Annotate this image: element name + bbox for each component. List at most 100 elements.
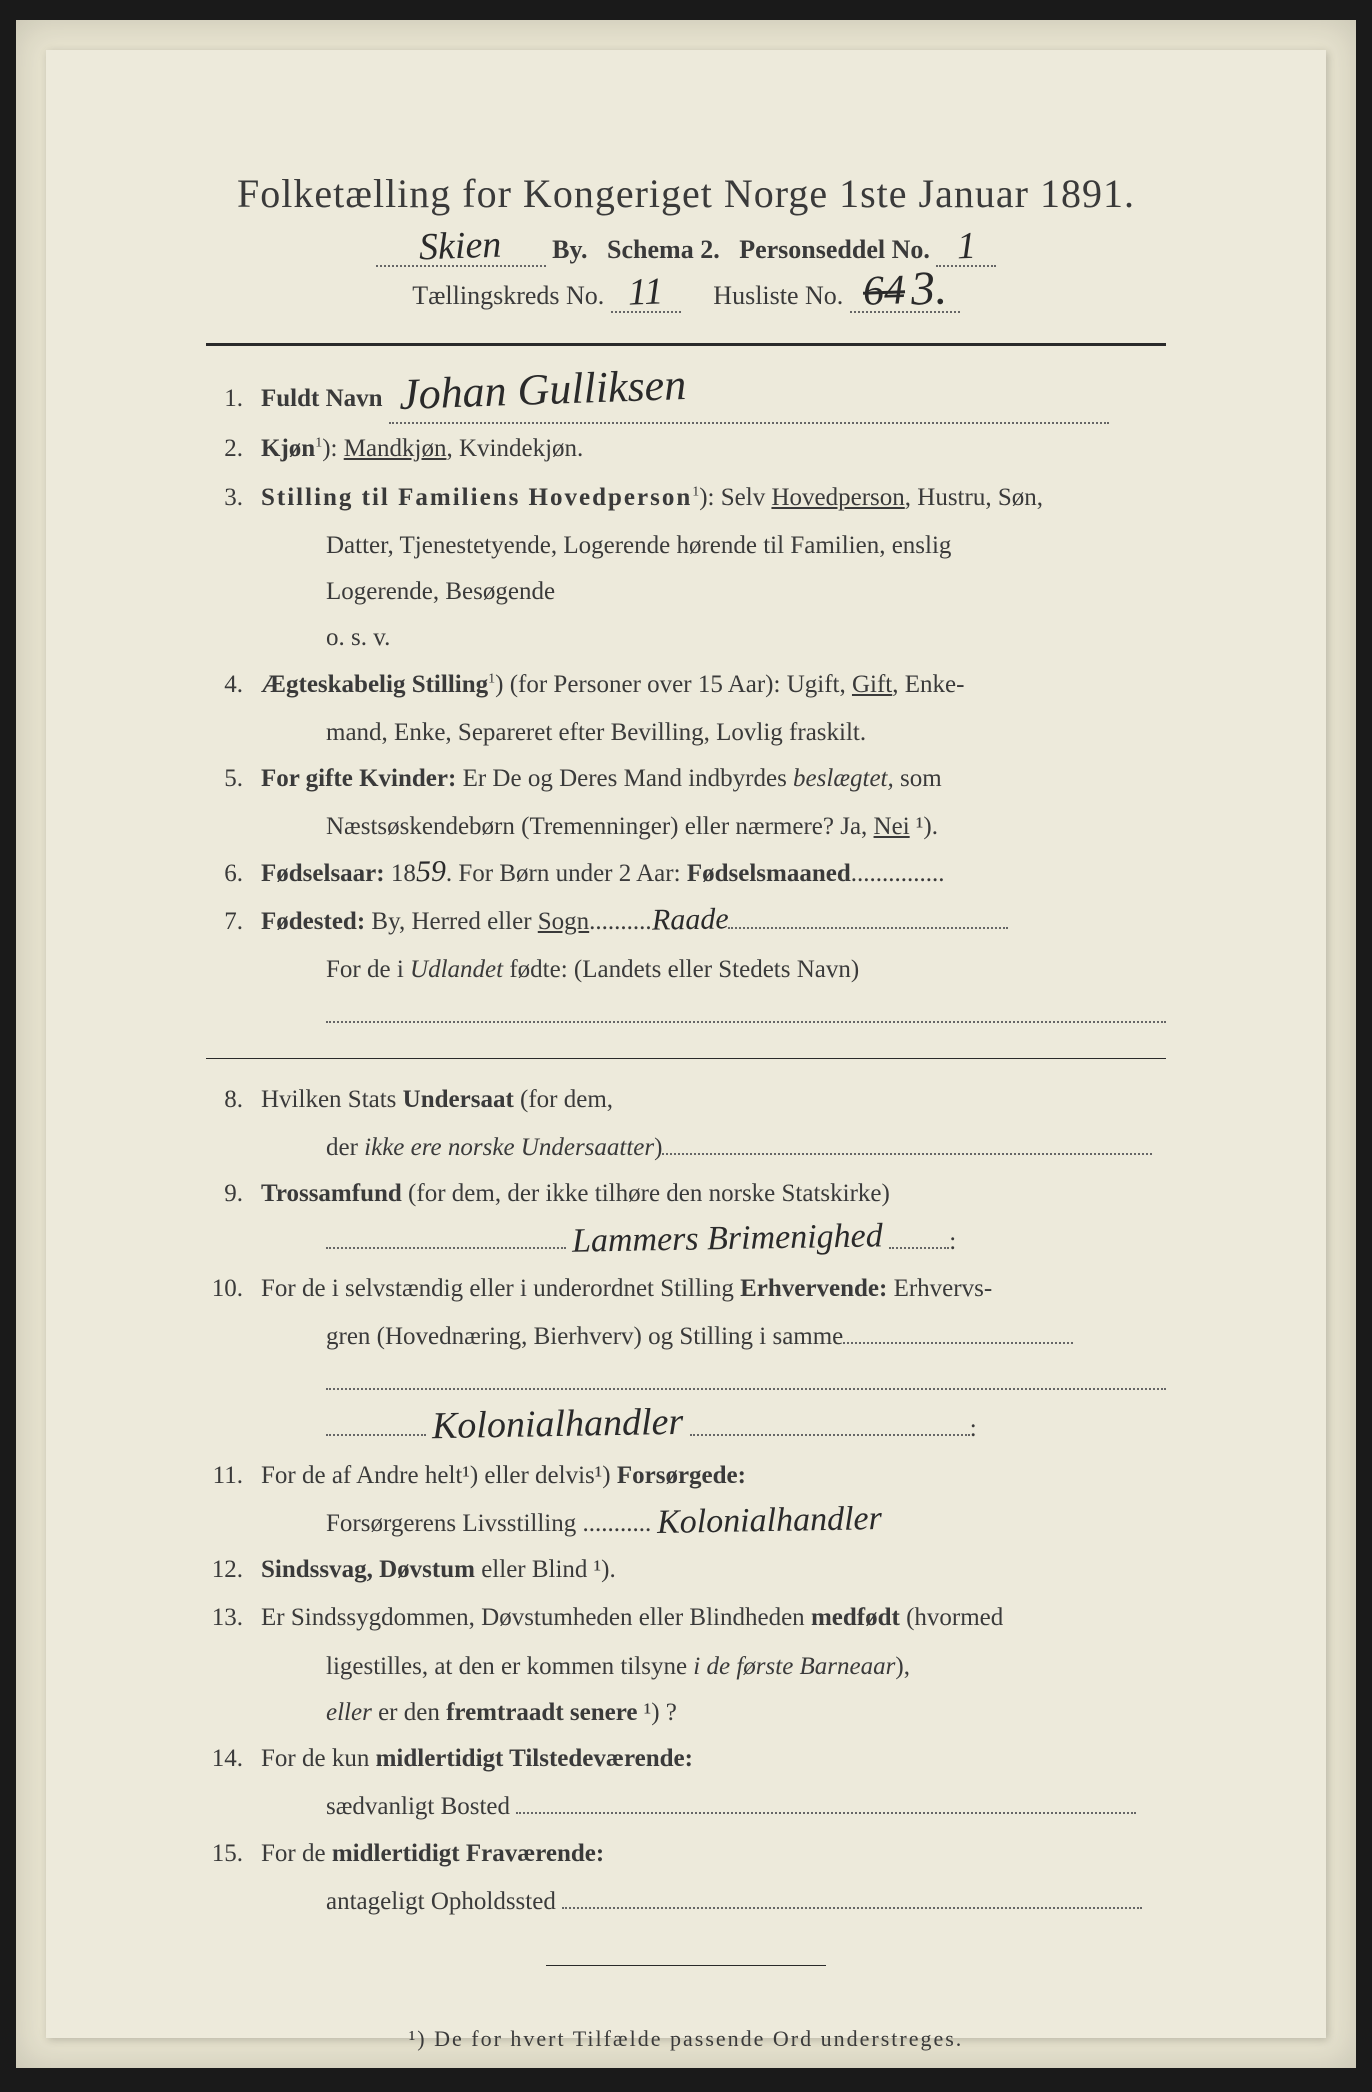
cont-13-1: ligestilles, at den er kommen tilsyne i … (326, 1644, 1166, 1690)
txt-10: For de i selvstændig eller i underordnet… (261, 1266, 1166, 1312)
txt-1: Fuldt Navn Johan Gulliksen (261, 376, 1166, 424)
label-fravaerende: midlertidigt Fraværende: (332, 1840, 604, 1867)
cont-10-1a: gren (Hovednæring, Bierhverv) og Stillin… (326, 1323, 843, 1350)
rest-10b: Erhvervs- (887, 1275, 992, 1302)
num-11: 11. (206, 1453, 261, 1499)
rest-8b: (for dem, (514, 1086, 613, 1113)
fodested-line (728, 927, 1008, 929)
taellingskreds-hand: 11 (628, 280, 664, 304)
rest-6: 18 (385, 860, 416, 887)
blank-line-7 (326, 1021, 1166, 1023)
item-1: 1. Fuldt Navn Johan Gulliksen (206, 376, 1166, 424)
name-field: Johan Gulliksen (389, 376, 1109, 424)
num-13: 13. (206, 1595, 261, 1641)
num-9: 9. (206, 1171, 261, 1217)
name-handwritten: Johan Gulliksen (398, 372, 686, 408)
blank-line-10b (326, 1388, 1166, 1390)
husliste-field: 64 3. (850, 275, 960, 313)
txt-4: Ægteskabelig Stilling1) (for Personer ov… (261, 662, 1166, 708)
cont-8-1a: der (326, 1134, 364, 1161)
cont-10-1: gren (Hovednæring, Bierhverv) og Stillin… (326, 1314, 1166, 1360)
blank-line-9b (889, 1247, 949, 1249)
ital-udlandet: Udlandet (410, 956, 503, 983)
rest-10: For de i selvstændig eller i underordnet… (261, 1275, 740, 1302)
blank-line-10c (326, 1434, 426, 1436)
cont-15-1a: antageligt Opholdssted (326, 1888, 556, 1915)
rest-7: By, Herred eller (365, 908, 538, 935)
item-14: 14. For de kun midlertidigt Tilstedevære… (206, 1736, 1166, 1782)
divider-mid (206, 1058, 1166, 1059)
cont-5-1a: Næstsøskendebørn (Tremenninger) eller næ… (326, 813, 874, 840)
cont-7-1a: For de i (326, 956, 410, 983)
taellingskreds-field: 11 (611, 281, 681, 313)
blank-line-10d (690, 1434, 970, 1436)
item-11: 11. For de af Andre helt¹) eller delvis¹… (206, 1453, 1166, 1499)
item-9: 9. Trossamfund (for dem, der ikke tilhør… (206, 1171, 1166, 1217)
rest-4b: , Enke- (892, 671, 964, 698)
cont-15-1: antageligt Opholdssted (326, 1879, 1166, 1925)
txt-6: Fødselsaar: 1859. For Børn under 2 Aar: … (261, 851, 1166, 897)
blank-line-9a (326, 1247, 566, 1249)
cont-3-1: Datter, Tjenestetyende, Logerende hørend… (326, 523, 1166, 569)
cont-13-1b: ), (895, 1653, 910, 1680)
txt-12: Sindssvag, Døvstum eller Blind ¹). (261, 1547, 1166, 1593)
rest-11: For de af Andre helt¹) eller delvis¹) (261, 1462, 617, 1489)
rest-13: Er Sindssygdommen, Døvstumheden eller Bl… (261, 1604, 811, 1631)
cont-8-1: der ikke ere norske Undersaatter) (326, 1125, 1166, 1171)
num-14: 14. (206, 1736, 261, 1782)
ital-13b: eller (326, 1699, 372, 1726)
rest-3: ): Selv (699, 484, 771, 511)
label-forsorgede: Forsørgede: (617, 1462, 746, 1489)
label-gifte-kvinder: For gifte Kvinder: (261, 765, 456, 792)
und-sogn: Sogn (538, 908, 589, 935)
txt-3: Stilling til Familiens Hovedperson1): Se… (261, 475, 1166, 521)
blank-line-15 (562, 1907, 1142, 1909)
item-8: 8. Hvilken Stats Undersaat (for dem, (206, 1077, 1166, 1123)
item-13: 13. Er Sindssygdommen, Døvstumheden elle… (206, 1595, 1166, 1641)
taellingskreds-label: Tællingskreds No. (412, 281, 604, 310)
num-10: 10. (206, 1266, 261, 1312)
dots-6: ............... (851, 860, 945, 887)
schema-label: Schema 2. (607, 235, 720, 264)
header-row-1: Skien By. Schema 2. Personseddel No. 1 (206, 235, 1166, 267)
blank-line-8 (662, 1153, 1152, 1155)
txt-14: For de kun midlertidigt Tilstedeværende: (261, 1736, 1166, 1782)
forsorger-hand: Kolonialhandler (657, 1510, 882, 1531)
fodested-hand: Raade (652, 911, 729, 927)
opt-mandkjon: Mandkjøn (344, 435, 447, 462)
personseddel-label: Personseddel No. (739, 235, 930, 264)
num-6: 6. (206, 851, 261, 897)
txt-2: Kjøn1): Mandkjøn, Kvindekjøn. (261, 426, 1166, 472)
rest-4: ) (for Personer over 15 Aar): Ugift, (495, 671, 852, 698)
txt-5: For gifte Kvinder: Er De og Deres Mand i… (261, 756, 1166, 802)
cont-13-2: eller er den fremtraadt senere ¹) ? (326, 1690, 1166, 1736)
cont-4-1: mand, Enke, Separeret efter Bevilling, L… (326, 710, 1166, 756)
num-3: 3. (206, 475, 261, 521)
footnote: ¹) De for hvert Tilfælde passende Ord un… (206, 2026, 1166, 2052)
personseddel-hand: 1 (956, 235, 976, 258)
year-hand: 59 (416, 863, 446, 879)
label-undersaat: Undersaat (403, 1086, 514, 1113)
item-15: 15. For de midlertidigt Fraværende: (206, 1831, 1166, 1877)
num-15: 15. (206, 1831, 261, 1877)
rest-8: Hvilken Stats (261, 1086, 403, 1113)
cont-5-1b: ¹). (910, 813, 938, 840)
erhverv-hand: Kolonialhandler (432, 1413, 684, 1436)
label-fodselsaar: Fødselsaar: (261, 860, 385, 887)
opt-nei: Nei (874, 813, 910, 840)
ital-13: i de første Barneaar (693, 1653, 895, 1680)
bold-fremtraadt: fremtraadt senere (446, 1699, 637, 1726)
txt-7: Fødested: By, Herred eller Sogn.........… (261, 899, 1166, 945)
txt-11: For de af Andre helt¹) eller delvis¹) Fo… (261, 1453, 1166, 1499)
cont-13-2b: ¹) ? (637, 1699, 676, 1726)
rest-15: For de (261, 1840, 332, 1867)
cont-14-1a: sædvanligt Bosted (326, 1793, 510, 1820)
cont-3-2: Logerende, Besøgende (326, 569, 1166, 615)
label-kjon: Kjøn (261, 435, 315, 462)
husliste-label: Husliste No. (713, 281, 843, 310)
cont-7-1: For de i Udlandet fødte: (Landets eller … (326, 947, 1166, 993)
cont-7-1b: fødte: (Landets eller Stedets Navn) (503, 956, 859, 983)
blank-line-14 (516, 1812, 1136, 1814)
label-erhvervende: Erhvervende: (740, 1275, 887, 1302)
cont-7-blank (326, 993, 1166, 1039)
